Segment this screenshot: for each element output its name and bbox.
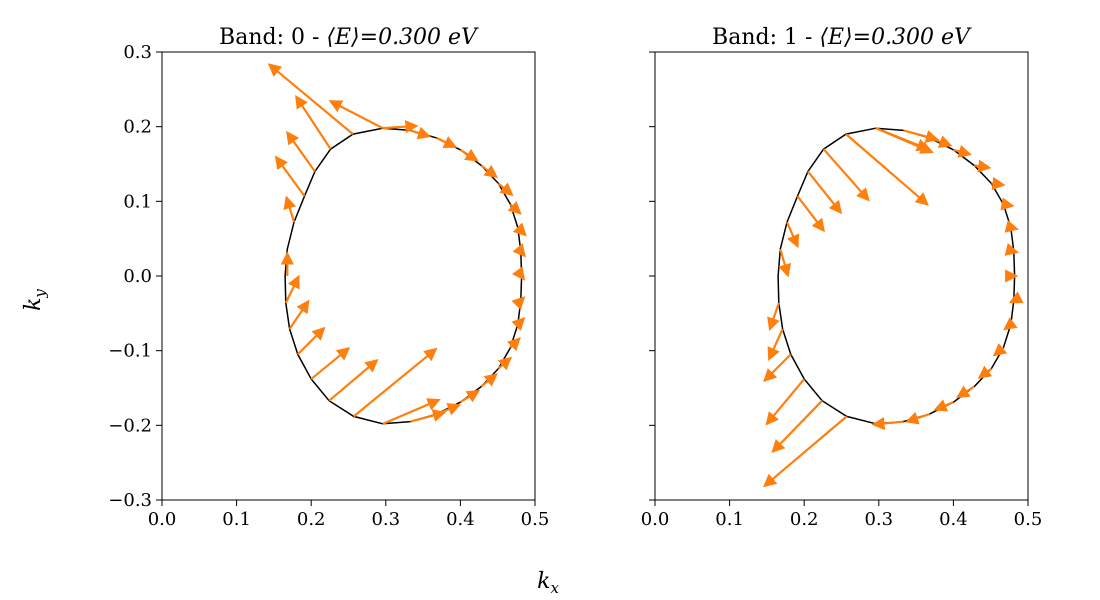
velocity-arrow (328, 358, 379, 402)
y-tick-label: 0.3 (123, 42, 152, 63)
panel-title: Band: 1 - ⟨E⟩=0.300 eV (712, 25, 972, 50)
x-tick-label: 0.1 (222, 509, 251, 530)
panel-band-0: Band: 0 - ⟨E⟩=0.300 eV 0.3 0.2 0.1 0.0 −0.1 −… (108, 25, 549, 530)
x-tick-label: 0.3 (371, 509, 400, 530)
velocity-arrow (1004, 243, 1019, 256)
velocity-arrow (511, 266, 526, 281)
velocity-arrow (956, 385, 975, 399)
x-tick-label: 0.4 (446, 509, 475, 530)
velocity-arrow (506, 337, 521, 352)
velocity-arrow (1004, 219, 1019, 233)
x-tick-label: 0.1 (715, 509, 744, 530)
x-ticks: 0.0 0.1 0.2 0.3 0.4 0.5 (148, 500, 550, 530)
velocity-arrow (480, 164, 498, 179)
fermi-contour (777, 127, 1016, 425)
velocity-arrow (459, 389, 481, 404)
velocity-arrow (929, 135, 953, 148)
title-energy: ⟨E⟩=0.300 eV (819, 25, 972, 50)
y-tick-label: 0.2 (123, 117, 152, 138)
y-tick-label: 0.0 (123, 266, 152, 287)
velocity-arrow (992, 343, 1008, 357)
y-tick-label: −0.2 (108, 415, 152, 436)
velocity-arrow (991, 176, 1006, 191)
x-tick-label: 0.2 (790, 509, 819, 530)
velocity-arrow (382, 398, 441, 425)
velocity-arrow (497, 356, 513, 371)
velocity-arrow (905, 411, 930, 425)
y-tick-label: −0.3 (108, 490, 152, 511)
velocity-arrow (295, 94, 332, 150)
velocity-arrow (875, 127, 931, 152)
velocity-arrow (933, 399, 954, 412)
velocity-arrow (1003, 317, 1018, 331)
x-tick-label: 0.4 (939, 509, 968, 530)
velocity-arrows (267, 63, 527, 425)
velocity-arrow (497, 182, 514, 197)
velocity-arrow (283, 195, 297, 223)
velocity-arrow (310, 347, 351, 380)
velocity-arrow (767, 302, 780, 332)
velocity-arrow (762, 415, 848, 488)
velocity-arrow (1008, 291, 1024, 304)
fermi-contour (284, 127, 523, 425)
x-tick-label: 0.2 (297, 509, 326, 530)
velocity-arrow (845, 133, 929, 206)
plot-frame (161, 51, 536, 501)
velocity-arrow (459, 148, 479, 162)
velocity-arrow (267, 63, 354, 135)
velocity-arrow (763, 353, 792, 383)
velocity-arrow (296, 326, 326, 356)
velocity-arrow (512, 243, 526, 258)
x-tick-label: 0.0 (148, 509, 177, 530)
velocity-arrow (822, 148, 870, 202)
y-tick-label: 0.1 (123, 191, 152, 212)
y-axis-label: ky (21, 289, 49, 311)
x-tick-label: 0.0 (641, 509, 670, 530)
velocity-arrow (786, 221, 800, 249)
y-ticks: 0.3 0.2 0.1 0.0 −0.1 −0.2 −0.3 (108, 42, 162, 511)
velocity-arrow (410, 409, 447, 423)
panel-title: Band: 0 - ⟨E⟩=0.300 eV (219, 25, 479, 50)
x-ticks: 0.0 0.1 0.2 0.3 0.4 0.5 (641, 500, 1043, 530)
velocity-arrow (511, 296, 526, 311)
velocity-arrow (953, 145, 972, 158)
velocity-arrow (284, 274, 300, 304)
velocity-arrow (796, 195, 825, 233)
velocity-arrow (512, 222, 527, 237)
velocity-arrow (765, 378, 806, 426)
velocity-arrow (328, 100, 384, 130)
velocity-arrow (771, 399, 823, 454)
x-tick-label: 0.5 (1014, 509, 1043, 530)
velocity-arrow (274, 155, 306, 197)
velocity-arrow (410, 126, 432, 140)
y-tick-label: −0.1 (108, 341, 152, 362)
velocity-arrow (436, 136, 458, 149)
title-prefix: Band: 0 - (219, 25, 326, 50)
panel-band-1: Band: 1 - ⟨E⟩=0.300 eV 0.0 0.1 0.2 0.3 0.4 0.… (641, 25, 1043, 530)
title-prefix: Band: 1 - (712, 25, 819, 50)
y-ticks (649, 51, 655, 501)
x-tick-label: 0.5 (521, 509, 550, 530)
velocity-arrow (871, 416, 904, 431)
velocity-arrow (974, 159, 992, 173)
velocity-arrow (767, 328, 784, 361)
velocity-arrow (382, 120, 419, 134)
velocity-arrow (507, 200, 522, 215)
velocity-arrow (1000, 197, 1015, 211)
plot-frame (654, 51, 1029, 501)
velocity-arrows (762, 127, 1024, 488)
x-tick-label: 0.3 (864, 509, 893, 530)
velocity-arrow (480, 373, 498, 388)
velocity-arrow (353, 347, 438, 418)
velocity-arrow (807, 170, 843, 215)
velocity-arrow (288, 299, 310, 330)
velocity-arrow (511, 317, 526, 332)
x-axis-label: kx (537, 569, 559, 597)
velocity-arrow (977, 365, 993, 379)
velocity-arrow (286, 130, 316, 173)
velocity-arrow (778, 248, 792, 278)
title-energy: ⟨E⟩=0.300 eV (326, 25, 479, 50)
